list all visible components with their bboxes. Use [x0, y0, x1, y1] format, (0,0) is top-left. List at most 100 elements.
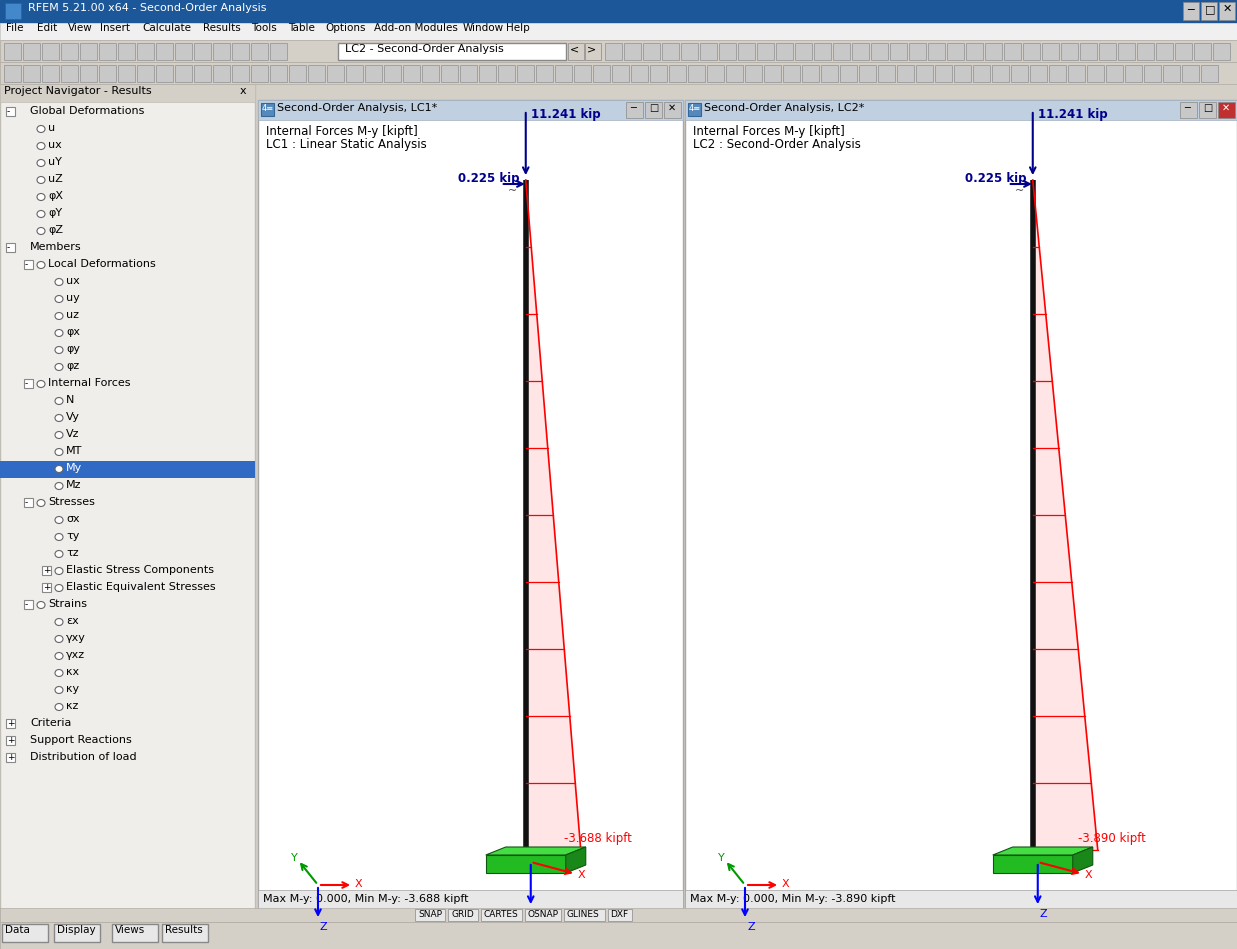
- Bar: [233, 43, 249, 60]
- Bar: [80, 65, 96, 82]
- Bar: [536, 65, 553, 82]
- Bar: [593, 65, 610, 82]
- Bar: [270, 65, 287, 82]
- Bar: [1201, 2, 1217, 20]
- Bar: [764, 65, 781, 82]
- Bar: [745, 65, 762, 82]
- Bar: [1183, 65, 1199, 82]
- Bar: [24, 65, 40, 82]
- Ellipse shape: [54, 686, 63, 694]
- Text: 4≡: 4≡: [262, 104, 275, 113]
- Bar: [194, 43, 212, 60]
- Ellipse shape: [54, 312, 63, 320]
- Text: Z: Z: [320, 922, 328, 932]
- Bar: [612, 65, 628, 82]
- Bar: [1004, 43, 1021, 60]
- Bar: [259, 100, 683, 910]
- Bar: [871, 43, 888, 60]
- Text: ✕: ✕: [668, 103, 677, 113]
- Bar: [605, 43, 622, 60]
- Bar: [574, 65, 591, 82]
- Bar: [61, 43, 78, 60]
- Text: X: X: [355, 879, 362, 889]
- Bar: [6, 243, 15, 252]
- Bar: [259, 890, 683, 910]
- Text: OSNAP: OSNAP: [528, 910, 559, 919]
- Bar: [42, 583, 51, 592]
- Bar: [213, 65, 230, 82]
- Bar: [795, 43, 811, 60]
- Polygon shape: [993, 855, 1072, 873]
- Bar: [992, 65, 1009, 82]
- Bar: [6, 753, 15, 762]
- Bar: [1061, 43, 1077, 60]
- Text: 0.225 kip: 0.225 kip: [458, 172, 520, 185]
- Bar: [1023, 43, 1040, 60]
- Text: u: u: [48, 123, 56, 133]
- Bar: [985, 43, 1002, 60]
- Bar: [776, 43, 793, 60]
- Bar: [251, 43, 268, 60]
- Text: κz: κz: [66, 701, 78, 711]
- Ellipse shape: [54, 295, 63, 303]
- Text: Criteria: Criteria: [30, 718, 72, 728]
- Bar: [1080, 43, 1097, 60]
- Text: RFEM 5.21.00 x64 - Second-Order Analysis: RFEM 5.21.00 x64 - Second-Order Analysis: [28, 3, 266, 13]
- Text: Z: Z: [747, 922, 755, 932]
- Text: κy: κy: [66, 684, 79, 694]
- Bar: [308, 65, 325, 82]
- Text: -3.890 kipft: -3.890 kipft: [1079, 832, 1147, 845]
- Text: Calculate: Calculate: [142, 23, 192, 33]
- Bar: [259, 100, 683, 120]
- Bar: [403, 65, 421, 82]
- Bar: [852, 43, 870, 60]
- Text: ux: ux: [48, 140, 62, 150]
- Text: 4≡: 4≡: [689, 104, 701, 113]
- Text: Members: Members: [30, 242, 82, 252]
- Text: +: +: [7, 753, 15, 762]
- Ellipse shape: [54, 398, 63, 404]
- Bar: [1180, 102, 1197, 118]
- Text: LC2 : Second-Order Analysis: LC2 : Second-Order Analysis: [693, 138, 861, 151]
- Bar: [664, 102, 682, 118]
- Ellipse shape: [37, 211, 45, 217]
- Ellipse shape: [54, 533, 63, 541]
- Bar: [213, 43, 230, 60]
- Bar: [626, 102, 643, 118]
- Bar: [700, 43, 717, 60]
- Text: φZ: φZ: [48, 225, 63, 235]
- Ellipse shape: [54, 363, 63, 370]
- Bar: [42, 65, 59, 82]
- Ellipse shape: [54, 482, 63, 490]
- Text: Data: Data: [5, 925, 30, 935]
- Ellipse shape: [37, 262, 45, 269]
- Text: Internal Forces M-y [kipft]: Internal Forces M-y [kipft]: [693, 125, 845, 138]
- Bar: [118, 43, 135, 60]
- Bar: [414, 909, 445, 921]
- Text: Insert: Insert: [100, 23, 130, 33]
- Text: τy: τy: [66, 531, 79, 541]
- Bar: [631, 65, 648, 82]
- Bar: [1030, 65, 1047, 82]
- Ellipse shape: [37, 499, 45, 507]
- Text: +: +: [7, 736, 15, 745]
- Text: γxy: γxy: [66, 633, 85, 643]
- Bar: [1213, 43, 1230, 60]
- Bar: [0, 461, 255, 478]
- Bar: [644, 102, 662, 118]
- Bar: [137, 65, 153, 82]
- Bar: [1098, 43, 1116, 60]
- Bar: [2, 924, 48, 942]
- Bar: [0, 0, 1237, 22]
- Text: CARTES: CARTES: [484, 910, 518, 919]
- Bar: [1218, 102, 1235, 118]
- Polygon shape: [486, 855, 565, 873]
- Bar: [669, 65, 687, 82]
- Text: My: My: [66, 463, 82, 473]
- Bar: [6, 736, 15, 745]
- Text: 11.241 kip: 11.241 kip: [1038, 108, 1107, 121]
- Text: Table: Table: [288, 23, 315, 33]
- Bar: [174, 43, 192, 60]
- Bar: [448, 909, 477, 921]
- Ellipse shape: [54, 432, 63, 438]
